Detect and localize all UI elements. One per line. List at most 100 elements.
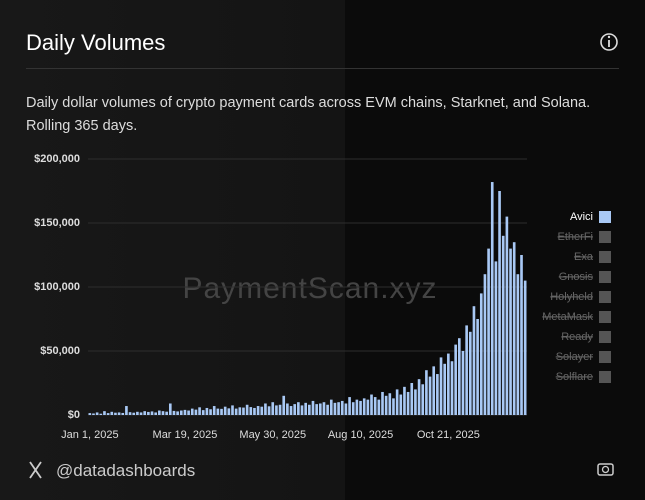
bar xyxy=(234,408,238,415)
bar xyxy=(447,353,450,415)
info-icon[interactable] xyxy=(600,33,618,51)
bar xyxy=(300,405,304,415)
bar xyxy=(238,407,242,415)
bar xyxy=(220,408,223,415)
y-tick-label: $200,000 xyxy=(34,153,80,165)
legend-label[interactable]: Solayer xyxy=(556,351,594,363)
bar xyxy=(201,410,205,415)
bar xyxy=(249,407,253,415)
bar xyxy=(414,389,417,415)
legend-label[interactable]: Gnosis xyxy=(559,271,594,283)
bar xyxy=(501,235,505,415)
bar xyxy=(271,402,275,415)
legend-swatch[interactable] xyxy=(599,371,611,383)
bar xyxy=(293,404,297,415)
bar xyxy=(417,379,421,415)
legend-swatch[interactable] xyxy=(599,291,611,303)
bar xyxy=(355,399,359,415)
bar xyxy=(121,412,125,415)
bar xyxy=(384,395,388,415)
legend-label[interactable]: EtherFi xyxy=(558,231,593,243)
bar xyxy=(410,383,414,415)
legend-swatch[interactable] xyxy=(599,211,611,223)
bar xyxy=(432,366,436,415)
bar xyxy=(362,398,366,415)
bar xyxy=(253,407,256,415)
bar xyxy=(223,406,227,415)
bar xyxy=(337,402,340,415)
legend-label[interactable]: Exa xyxy=(574,251,594,263)
bar xyxy=(399,394,403,415)
bar xyxy=(308,404,311,415)
bar xyxy=(245,404,249,415)
bar xyxy=(333,402,337,415)
bar xyxy=(359,400,362,415)
handle[interactable]: @datadashboards xyxy=(56,461,196,480)
legend-swatch[interactable] xyxy=(599,311,611,323)
bar xyxy=(428,376,432,415)
bar xyxy=(476,319,479,415)
x-tick-label: Aug 10, 2025 xyxy=(328,429,393,441)
bar xyxy=(315,404,318,415)
x-tick-label: Oct 21, 2025 xyxy=(417,429,480,441)
legend-label[interactable]: Holyheld xyxy=(550,291,593,303)
bar xyxy=(275,405,278,415)
legend-swatch[interactable] xyxy=(599,351,611,363)
y-tick-label: $0 xyxy=(68,409,80,421)
bar xyxy=(458,338,461,415)
camera-icon[interactable] xyxy=(597,463,614,476)
x-tick-label: May 30, 2025 xyxy=(239,429,306,441)
bar xyxy=(231,405,234,415)
bar xyxy=(344,403,348,415)
bar xyxy=(403,386,406,415)
bar xyxy=(494,261,498,415)
bar xyxy=(351,402,355,415)
bar xyxy=(110,411,114,415)
legend-label[interactable]: Ready xyxy=(561,331,593,343)
bar xyxy=(103,411,106,415)
legend-swatch[interactable] xyxy=(599,231,611,243)
bar xyxy=(165,411,168,415)
bar xyxy=(436,374,439,415)
legend-swatch[interactable] xyxy=(599,271,611,283)
legend-swatch[interactable] xyxy=(599,331,611,343)
bar xyxy=(158,410,161,415)
bar xyxy=(209,409,212,415)
bar xyxy=(425,370,428,415)
bar xyxy=(128,412,132,415)
x-tick-label: Mar 19, 2025 xyxy=(153,429,218,441)
legend-label[interactable]: Solflare xyxy=(556,371,593,383)
bar xyxy=(297,402,300,415)
legend-label[interactable]: Avici xyxy=(570,211,593,223)
bar xyxy=(322,402,326,415)
bar xyxy=(183,409,187,415)
bar xyxy=(125,406,128,415)
bar xyxy=(512,242,516,415)
bar xyxy=(227,408,231,415)
x-tick-label: Jan 1, 2025 xyxy=(61,429,119,441)
bar xyxy=(509,248,512,415)
legend-swatch[interactable] xyxy=(599,251,611,263)
title: Daily Volumes xyxy=(26,30,166,55)
bar xyxy=(479,293,483,415)
bar xyxy=(92,413,95,415)
description: Daily dollar volumes of crypto payment c… xyxy=(26,95,591,134)
watermark: PaymentScan.xyz xyxy=(182,272,437,305)
bar xyxy=(147,411,150,415)
bar xyxy=(139,412,143,415)
bar xyxy=(267,406,271,415)
bar xyxy=(187,410,190,415)
bar xyxy=(143,411,147,415)
bar xyxy=(168,403,172,415)
bar xyxy=(366,399,370,415)
bar xyxy=(99,413,103,415)
x-logo[interactable] xyxy=(29,461,42,479)
bar xyxy=(454,344,457,415)
bar xyxy=(370,394,373,415)
legend-label[interactable]: MetaMask xyxy=(542,311,593,323)
bar xyxy=(439,357,443,415)
bar xyxy=(179,410,183,415)
bar xyxy=(498,191,501,415)
